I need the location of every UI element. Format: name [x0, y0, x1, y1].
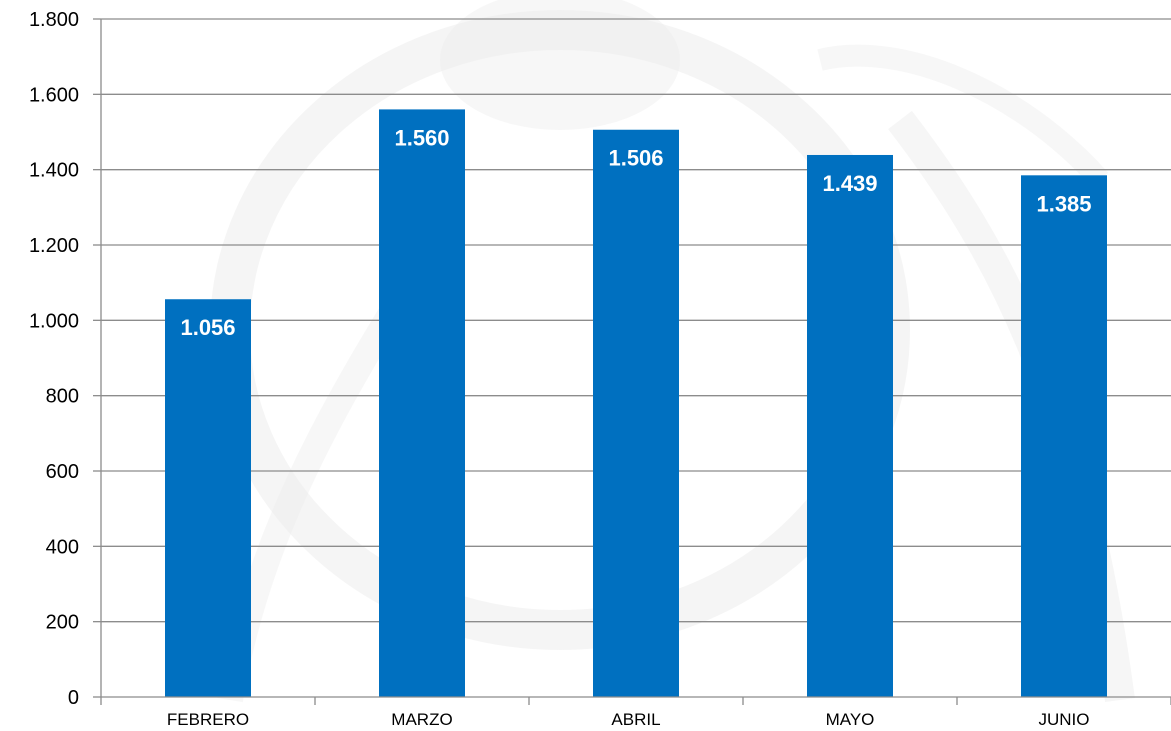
- bar: [165, 299, 251, 697]
- x-tick-label: MAYO: [826, 710, 875, 729]
- data-label: 1.056: [180, 315, 235, 340]
- y-tick-label: 1.200: [29, 235, 79, 257]
- watermark-shape: [817, 44, 1109, 188]
- bar: [379, 109, 465, 697]
- data-label: 1.506: [608, 146, 663, 171]
- y-tick-label: 200: [46, 612, 79, 634]
- data-label: 1.385: [1036, 191, 1091, 216]
- y-tick-label: 400: [46, 536, 79, 558]
- bar: [807, 154, 893, 697]
- y-tick-label: 800: [46, 386, 79, 408]
- bars: [165, 109, 1107, 698]
- x-tick-label: MARZO: [391, 710, 452, 729]
- x-tick-label: FEBRERO: [167, 710, 249, 729]
- y-tick-label: 600: [46, 461, 79, 483]
- axes: [100, 19, 1171, 705]
- y-tick-label: 1.800: [29, 9, 79, 31]
- bar: [1021, 175, 1107, 698]
- y-tick-label: 1.400: [29, 160, 79, 182]
- data-label: 1.439: [822, 171, 877, 196]
- watermark-shape: [440, 0, 680, 130]
- x-tick-label: ABRIL: [611, 710, 660, 729]
- y-tick-label: 1.600: [29, 84, 79, 106]
- y-tick-label: 0: [68, 687, 79, 709]
- y-tick-label: 1.000: [29, 310, 79, 332]
- labels: 0 200 400 600 800 1.000 1.200 1.400 1.600 1.800 1.…: [29, 9, 1092, 729]
- bar: [593, 129, 679, 698]
- x-tick-label: JUNIO: [1039, 710, 1090, 729]
- data-label: 1.560: [394, 125, 449, 150]
